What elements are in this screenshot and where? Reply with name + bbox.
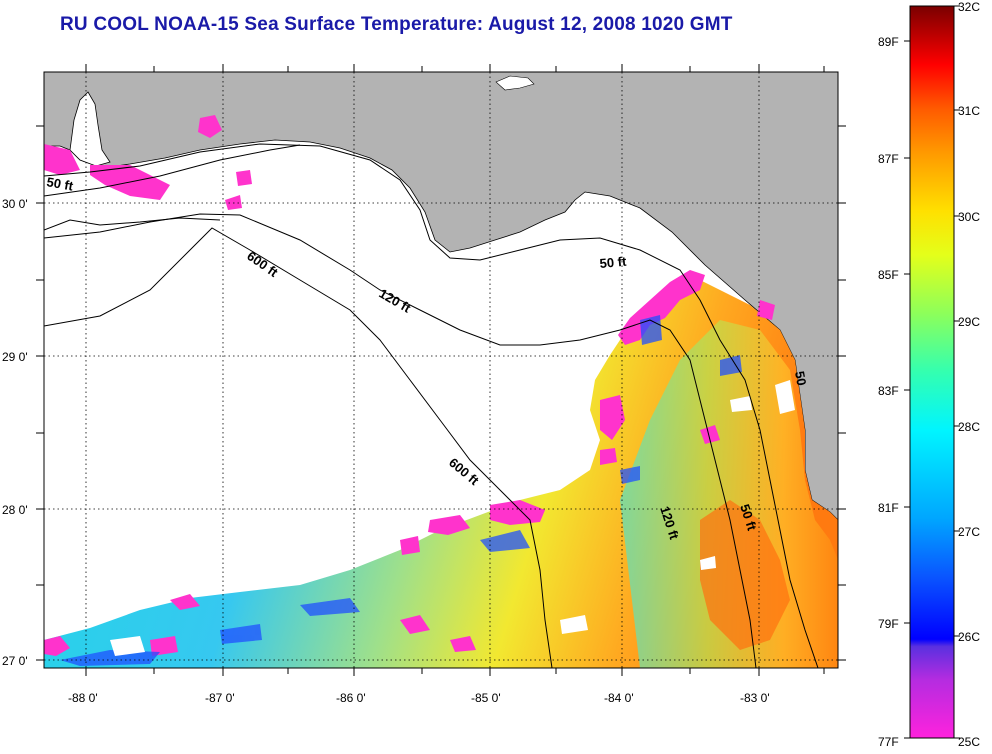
contour-label-50-north-coast: 50	[792, 370, 809, 387]
map-border	[43, 71, 839, 669]
inland-lake	[495, 75, 535, 91]
map-title: RU COOL NOAA-15 Sea Surface Temperature:…	[60, 14, 733, 35]
lon-label-87: -87 0'	[205, 691, 235, 705]
sst-hot-spot	[700, 500, 790, 650]
bathymetry-contours	[44, 143, 819, 668]
contour-label-50ft-west: 50 ft	[45, 174, 75, 194]
cool-patches	[44, 115, 775, 656]
longitude-labels: -88 0' -87 0' -86 0' -85 0' -84 0' -83 0…	[68, 691, 770, 705]
cloud-gaps	[110, 380, 795, 656]
cool-streaks	[60, 315, 742, 666]
contour-label-50ft-bigbend: 50 ft	[599, 254, 628, 271]
lon-label-88: -88 0'	[68, 691, 98, 705]
latitude-labels: 30 0' 29 0' 28 0' 27 0'	[2, 197, 28, 668]
lat-label-30: 30 0'	[2, 197, 28, 211]
lon-label-85: -85 0'	[471, 691, 501, 705]
lon-label-86: -86 0'	[336, 691, 366, 705]
lon-label-84: -84 0'	[604, 691, 634, 705]
land-mass	[44, 72, 838, 521]
lat-label-27: 27 0'	[2, 654, 28, 668]
lat-label-28: 28 0'	[2, 503, 28, 517]
lon-label-83: -83 0'	[740, 691, 770, 705]
mobile-bay	[69, 91, 111, 167]
lat-label-29: 29 0'	[2, 350, 28, 364]
graticule	[44, 72, 838, 668]
frame-ticks	[36, 64, 846, 676]
